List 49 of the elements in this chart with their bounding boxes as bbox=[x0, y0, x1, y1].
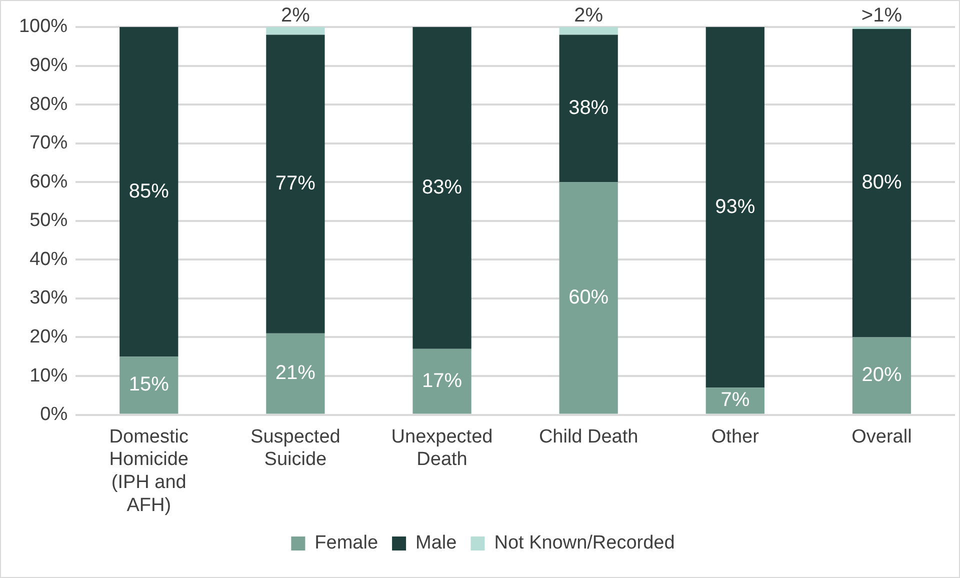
data-label: 20% bbox=[862, 364, 902, 386]
y-tick-label: 20% bbox=[30, 326, 68, 348]
x-tick-label: Domestic Homicide (IPH and AFH) bbox=[109, 426, 188, 516]
data-label: >1% bbox=[861, 4, 902, 27]
bar bbox=[412, 27, 472, 349]
bar bbox=[852, 337, 912, 414]
legend-label: Male bbox=[416, 532, 457, 554]
x-tick-label: Suspected Suicide bbox=[250, 426, 340, 470]
data-label: 60% bbox=[568, 286, 609, 308]
y-tick-label: 0% bbox=[40, 404, 68, 426]
x-tick-label: Other bbox=[711, 426, 760, 448]
bar bbox=[266, 27, 325, 35]
data-label: 2% bbox=[280, 4, 310, 27]
data-label: 77% bbox=[275, 172, 316, 195]
data-label: 83% bbox=[422, 176, 462, 198]
data-label: 17% bbox=[422, 370, 462, 392]
bar bbox=[706, 388, 764, 414]
data-label: 7% bbox=[720, 389, 750, 412]
x-tick-label: Unexpected Death bbox=[391, 426, 493, 470]
y-tick-label: 80% bbox=[30, 94, 68, 115]
y-tick-label: 40% bbox=[30, 248, 68, 270]
bar bbox=[852, 28, 912, 338]
bar bbox=[266, 333, 325, 414]
y-tick-label: 100% bbox=[18, 16, 68, 38]
data-label: 93% bbox=[715, 196, 756, 218]
y-tick-label: 30% bbox=[30, 288, 68, 309]
bar bbox=[412, 348, 472, 414]
y-tick-label: 50% bbox=[30, 210, 68, 232]
legend-label: Female bbox=[314, 532, 378, 554]
x-tick-label: Child Death bbox=[538, 426, 638, 448]
x-tick-label: Overall bbox=[852, 426, 912, 448]
data-label: 85% bbox=[128, 180, 170, 202]
bar bbox=[706, 27, 764, 388]
y-tick-label: 90% bbox=[30, 55, 68, 76]
data-label: 15% bbox=[128, 374, 170, 396]
bar bbox=[120, 27, 178, 357]
data-label: 21% bbox=[275, 362, 316, 384]
data-label: 2% bbox=[574, 4, 604, 27]
bar bbox=[266, 34, 325, 334]
bar bbox=[559, 34, 618, 182]
bar bbox=[559, 27, 618, 35]
y-tick-label: 60% bbox=[30, 171, 68, 192]
y-tick-label: 70% bbox=[30, 132, 68, 154]
data-label: 80% bbox=[862, 172, 902, 194]
legend-label: Not Known/Recorded bbox=[494, 532, 675, 554]
data-label: 38% bbox=[568, 96, 609, 119]
bar bbox=[120, 356, 178, 414]
bar bbox=[559, 182, 618, 414]
y-tick-label: 10% bbox=[30, 365, 68, 386]
